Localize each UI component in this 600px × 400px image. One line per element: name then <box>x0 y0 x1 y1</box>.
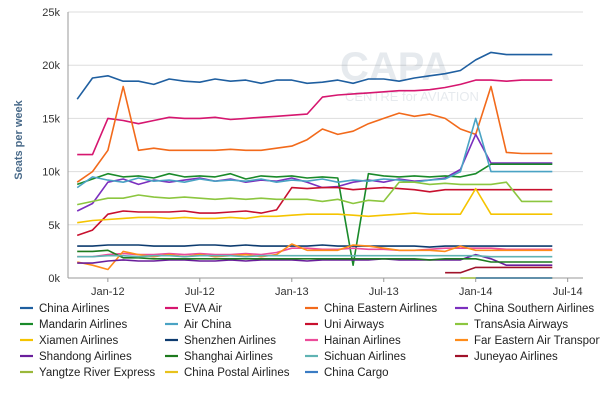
series-line-8 <box>77 187 553 224</box>
series-line-9 <box>77 244 553 248</box>
axes: 0k 5k 10k 15k 20k 25k Jan-12 Jul-12 Jan-13 Jul-13… <box>42 7 583 298</box>
grid <box>68 11 583 279</box>
series-line-3 <box>76 133 553 212</box>
series-line-15 <box>445 266 553 274</box>
legend-label: TransAsia Airways <box>474 319 568 331</box>
y-tick-label: 10k <box>42 167 60 179</box>
legend-label: Hainan Airlines <box>324 335 401 347</box>
series-line-1 <box>77 79 553 156</box>
series-line-13 <box>77 249 553 263</box>
legend-label: China Southern Airlines <box>474 303 594 315</box>
legend-label: Air China <box>184 319 232 331</box>
series-line-5 <box>76 117 553 189</box>
x-tick-label: Jul-13 <box>369 286 399 298</box>
legend-label: China Eastern Airlines <box>324 303 437 315</box>
y-tick-label: 0k <box>48 273 60 285</box>
y-axis-title: Seats per week <box>13 99 25 179</box>
x-tick-label: Jan-13 <box>275 286 309 298</box>
series-line-14 <box>77 254 553 258</box>
series-line-4 <box>76 163 553 266</box>
y-tick-label: 5k <box>48 220 60 232</box>
legend: China Airlines EVA Air China Eastern Airli… <box>20 303 600 379</box>
legend-label: China Cargo <box>324 367 389 379</box>
y-tick-label: 25k <box>42 7 60 19</box>
series-line-2 <box>76 85 553 183</box>
x-tick-label: Jan-12 <box>91 286 125 298</box>
legend-label: EVA Air <box>184 303 222 315</box>
legend-label: Sichuan Airlines <box>324 351 406 363</box>
legend-label: Juneyao Airlines <box>474 351 558 363</box>
legend-label: Shandong Airlines <box>39 351 132 363</box>
legend-label: China Airlines <box>39 303 110 315</box>
legend-label: Far Eastern Air Transport <box>474 335 600 347</box>
y-tick-label: 20k <box>42 60 60 72</box>
series-line-7 <box>77 181 553 206</box>
x-tick-label: Jul-14 <box>553 286 583 298</box>
legend-label: China Postal Airlines <box>184 367 290 379</box>
legend-label: Uni Airways <box>324 319 384 331</box>
series-lines <box>76 51 553 279</box>
capa-watermark: CAPA CENTRE for AVIATION <box>340 45 479 104</box>
legend-label: Mandarin Airlines <box>39 319 127 331</box>
legend-label: Shanghai Airlines <box>184 351 273 363</box>
series-line-10 <box>77 247 553 258</box>
x-tick-label: Jan-14 <box>459 286 493 298</box>
legend-label: Xiamen Airlines <box>39 335 119 347</box>
legend-label: Shenzhen Airlines <box>184 335 276 347</box>
x-tick-label: Jul-12 <box>185 286 215 298</box>
legend-label: Yangtze River Express <box>39 367 155 379</box>
series-line-0 <box>76 51 553 100</box>
y-tick-label: 15k <box>42 113 60 125</box>
series-line-6 <box>76 186 553 237</box>
